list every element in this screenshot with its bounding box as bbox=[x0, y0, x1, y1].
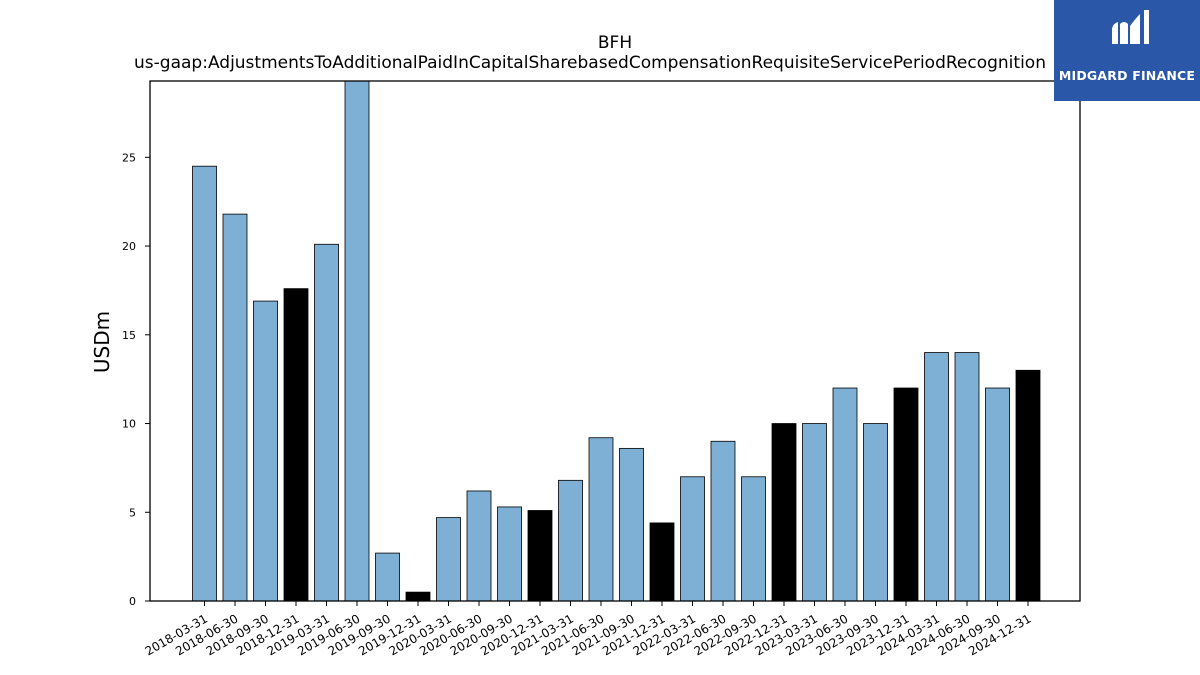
bar-2019-09-30 bbox=[375, 552, 400, 602]
bar-2021-09-30 bbox=[619, 447, 644, 602]
y-tick-label: 20 bbox=[122, 240, 136, 253]
logo-text: MIDGARD FINANCE bbox=[1058, 68, 1196, 83]
y-axis-label: USDm bbox=[90, 311, 114, 373]
bar-2018-09-30 bbox=[253, 300, 278, 602]
bar-2021-06-30 bbox=[588, 437, 614, 602]
bar-2020-09-30 bbox=[497, 506, 522, 602]
bar-2021-12-31 bbox=[649, 522, 675, 602]
chart-subtitle: us-gaap:AdjustmentsToAdditionalPaidInCap… bbox=[134, 53, 1046, 73]
y-tick-label: 15 bbox=[122, 329, 136, 342]
bar-2023-06-30 bbox=[832, 387, 858, 602]
bar-2023-09-30 bbox=[863, 423, 888, 602]
bar-2024-03-31 bbox=[924, 352, 949, 602]
bar-2024-12-31 bbox=[1015, 369, 1041, 602]
y-tick-label: 10 bbox=[122, 418, 136, 431]
plot-area: 2018-03-312018-06-302018-09-302018-12-31… bbox=[122, 80, 1081, 658]
bar-2022-09-30 bbox=[741, 476, 766, 602]
y-tick-label: 5 bbox=[129, 506, 136, 519]
brand-logo: MIDGARD FINANCE bbox=[1054, 0, 1200, 101]
bar-2020-06-30 bbox=[466, 490, 492, 602]
bar-2019-06-30 bbox=[344, 80, 370, 602]
y-tick-label: 0 bbox=[129, 595, 136, 608]
chart-title: BFH bbox=[598, 33, 632, 53]
bar-2024-06-30 bbox=[954, 352, 980, 602]
bar-2022-03-31 bbox=[680, 476, 705, 602]
bar-2018-03-31 bbox=[192, 165, 217, 602]
bar-2022-06-30 bbox=[710, 440, 736, 602]
bar-2022-12-31 bbox=[771, 423, 797, 602]
bar-2018-06-30 bbox=[222, 213, 248, 602]
bar-2018-12-31 bbox=[283, 288, 309, 602]
plot-frame bbox=[149, 80, 1081, 602]
bar-2021-03-31 bbox=[558, 479, 583, 602]
bar-2020-12-31 bbox=[527, 510, 553, 602]
bar-2023-12-31 bbox=[893, 387, 919, 602]
bar-2024-09-30 bbox=[985, 387, 1010, 602]
bar-2023-03-31 bbox=[802, 423, 827, 602]
bar-2019-12-31 bbox=[405, 591, 431, 602]
bar-2020-03-31 bbox=[436, 517, 461, 602]
bar-2019-03-31 bbox=[314, 243, 339, 602]
midgard-logo-icon bbox=[1112, 10, 1149, 44]
y-tick-label: 25 bbox=[122, 151, 136, 164]
